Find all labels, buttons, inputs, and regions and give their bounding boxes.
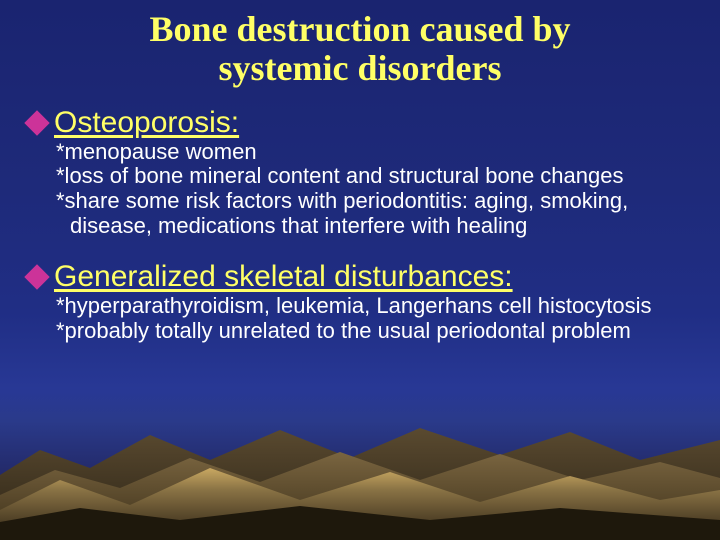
section-generalized: Generalized skeletal disturbances: *hype… <box>26 260 694 343</box>
heading-generalized: Generalized skeletal disturbances: <box>54 260 513 294</box>
diamond-bullet-icon <box>24 265 49 290</box>
title-line-2: systemic disorders <box>219 48 502 88</box>
title-line-1: Bone destruction caused by <box>149 9 570 49</box>
mountain-background <box>0 380 720 540</box>
heading-row: Osteoporosis: <box>26 106 694 140</box>
slide: Bone destruction caused by systemic diso… <box>0 0 720 540</box>
body-line: *hyperparathyroidism, leukemia, Langerha… <box>26 294 694 319</box>
heading-row: Generalized skeletal disturbances: <box>26 260 694 294</box>
body-line: *share some risk factors with periodonti… <box>26 189 694 238</box>
body-line: *probably totally unrelated to the usual… <box>26 319 694 344</box>
slide-title: Bone destruction caused by systemic diso… <box>26 10 694 102</box>
diamond-bullet-icon <box>24 110 49 135</box>
body-line: *loss of bone mineral content and struct… <box>26 164 694 189</box>
section-osteoporosis: Osteoporosis: *menopause women *loss of … <box>26 106 694 239</box>
slide-content: Bone destruction caused by systemic diso… <box>0 0 720 344</box>
body-line: *menopause women <box>26 140 694 165</box>
heading-osteoporosis: Osteoporosis: <box>54 106 239 140</box>
